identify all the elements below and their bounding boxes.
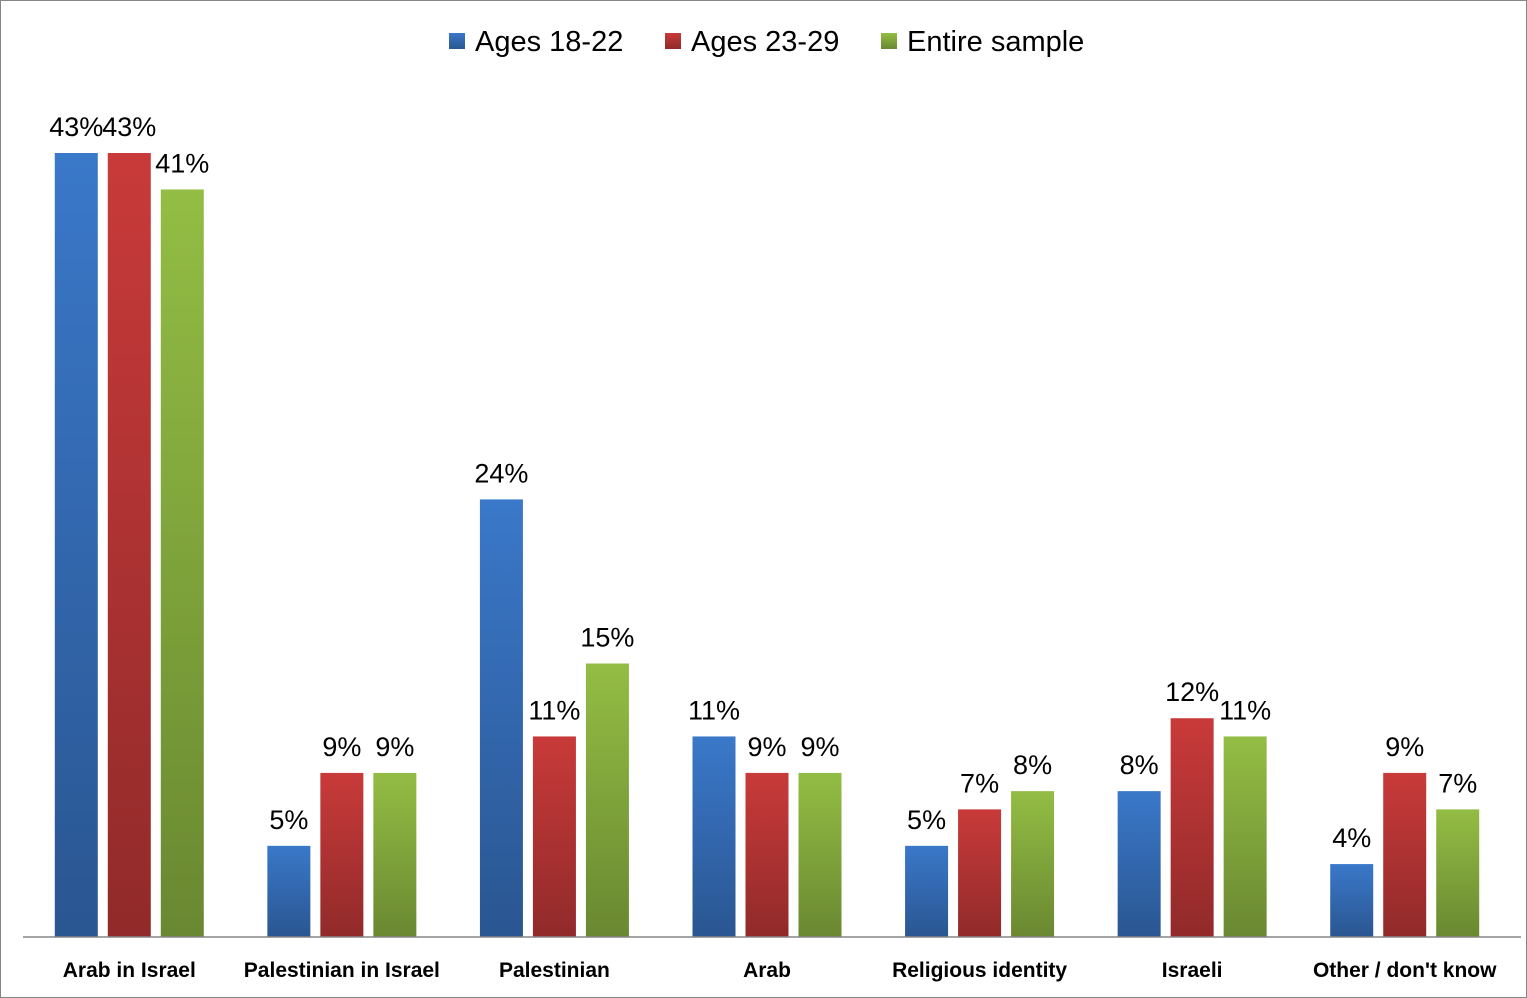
data-label-1-3: 24%	[474, 458, 528, 488]
legend: Ages 18-22 Ages 23-29 Entire sample	[449, 26, 1084, 58]
category-label-5: Religious identity	[892, 959, 1067, 982]
data-label-1-1: 43%	[49, 112, 103, 142]
category-label-4: Arab	[743, 959, 791, 982]
bar-2-2	[320, 772, 364, 937]
bar-1-6	[1117, 791, 1161, 937]
data-label-3-7: 7%	[1438, 768, 1477, 798]
data-label-2-3: 11%	[528, 695, 580, 725]
bar-1-7	[1330, 864, 1374, 937]
bar-2-1	[107, 153, 151, 937]
data-label-2-6: 12%	[1165, 677, 1219, 707]
bar-1-5	[905, 845, 949, 937]
data-label-3-6: 11%	[1219, 695, 1271, 725]
data-label-2-7: 9%	[1385, 732, 1424, 762]
category-label-7: Other / don't know	[1313, 959, 1497, 982]
data-label-1-4: 11%	[688, 695, 740, 725]
bar-3-3	[585, 663, 629, 937]
bar-1-3	[479, 499, 523, 937]
data-label-3-2: 9%	[375, 732, 414, 762]
bar-3-1	[160, 189, 204, 938]
data-label-3-3: 15%	[580, 623, 634, 653]
category-label-2: Palestinian in Israel	[244, 959, 440, 982]
category-label-1: Arab in Israel	[63, 959, 196, 982]
x-axis-labels: Arab in Israel Palestinian in Israel Pales…	[63, 959, 1497, 982]
legend-swatch-1	[449, 33, 465, 49]
bar-2-7	[1383, 772, 1427, 937]
bar-1-1	[54, 153, 98, 937]
category-label-6: Israeli	[1162, 959, 1223, 982]
data-label-2-5: 7%	[960, 768, 999, 798]
bar-2-3	[532, 736, 576, 937]
bar-3-2	[373, 772, 417, 937]
bar-3-4	[798, 772, 842, 937]
legend-label-3: Entire sample	[907, 26, 1084, 58]
bar-2-5	[958, 809, 1002, 937]
data-label-1-6: 8%	[1120, 750, 1159, 780]
data-label-1-7: 4%	[1332, 823, 1371, 853]
data-label-2-1: 43%	[102, 112, 156, 142]
bar-2-6	[1170, 718, 1214, 937]
data-label-3-1: 41%	[155, 148, 209, 178]
bar-3-5	[1011, 791, 1055, 937]
data-label-1-5: 5%	[907, 805, 946, 835]
bar-3-6	[1223, 736, 1267, 937]
bar-1-4	[692, 736, 736, 937]
legend-label-1: Ages 18-22	[475, 26, 623, 58]
data-label-2-4: 9%	[747, 732, 786, 762]
plot-area: 43%43%41%5%9% 9%24%11%15%11%9% 9%5%7%8% 8%1…	[49, 112, 1480, 938]
legend-swatch-3	[881, 33, 897, 49]
data-label-2-2: 9%	[322, 732, 361, 762]
legend-label-2: Ages 23-29	[691, 26, 839, 58]
data-label-1-2: 5%	[269, 805, 308, 835]
legend-swatch-2	[665, 33, 681, 49]
data-label-3-5: 8%	[1013, 750, 1052, 780]
bar-3-7	[1436, 809, 1480, 937]
bar-2-4	[745, 772, 789, 937]
data-label-3-4: 9%	[800, 732, 839, 762]
bar-1-2	[267, 845, 311, 937]
category-label-3: Palestinian	[499, 959, 610, 982]
